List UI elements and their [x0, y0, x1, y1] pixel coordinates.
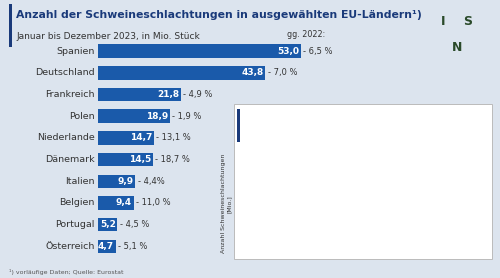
Text: 245,3: 245,3 — [313, 169, 338, 178]
Text: gg. 2022:: gg. 2022: — [288, 30, 326, 39]
Text: 236,8: 236,8 — [398, 183, 423, 193]
Bar — [98, 175, 136, 188]
Text: Österreich: Österreich — [45, 242, 94, 251]
Text: Polen: Polen — [69, 112, 94, 121]
Bar — [98, 131, 154, 145]
Text: 4,7: 4,7 — [98, 242, 114, 251]
Text: Deutschland: Deutschland — [35, 68, 94, 77]
Text: S: S — [470, 113, 476, 122]
Text: - 13,1 %: - 13,1 % — [156, 133, 191, 142]
Text: Dänemark: Dänemark — [45, 155, 94, 164]
Text: Januar bis Dezember 2023, in Mio. Stück: Januar bis Dezember 2023, in Mio. Stück — [16, 32, 200, 41]
Bar — [98, 88, 181, 101]
Text: - 4,9 %: - 4,9 % — [184, 90, 212, 99]
Text: - 4,4%: - 4,4% — [138, 177, 164, 186]
Text: - 1,9 %: - 1,9 % — [172, 112, 202, 121]
Text: I: I — [459, 113, 462, 122]
Text: 18,9: 18,9 — [146, 112, 169, 121]
Text: - 18,7 %: - 18,7 % — [156, 155, 190, 164]
Text: Italien: Italien — [65, 177, 94, 186]
Text: S: S — [464, 15, 472, 28]
Text: N: N — [464, 128, 471, 137]
Text: Spanien: Spanien — [56, 47, 94, 56]
Text: 14,7: 14,7 — [130, 133, 152, 142]
Text: Schweineschlachtungen gesamt (EU-27): Schweineschlachtungen gesamt (EU-27) — [243, 108, 438, 117]
Text: Portugal: Portugal — [55, 220, 94, 229]
Bar — [98, 66, 266, 80]
Text: 219,6: 219,6 — [440, 214, 466, 223]
Text: 53,0: 53,0 — [277, 47, 299, 56]
Bar — [98, 218, 117, 231]
Text: Belgien: Belgien — [59, 198, 94, 207]
Text: 21,8: 21,8 — [158, 90, 180, 99]
Text: 14,5: 14,5 — [130, 155, 152, 164]
Text: Anzahl Schweineschlachtungen
[Mio.]: Anzahl Schweineschlachtungen [Mio.] — [222, 154, 232, 253]
Text: 245,0: 245,0 — [271, 169, 296, 178]
Bar — [98, 240, 116, 253]
Text: - 7,0 %: - 7,0 % — [268, 68, 297, 77]
Text: Januar bis Dezember, in Mio. Stk.: Januar bis Dezember, in Mio. Stk. — [243, 125, 366, 131]
Text: - 4,5 %: - 4,5 % — [120, 220, 149, 229]
Text: 9,4: 9,4 — [116, 198, 132, 207]
Text: ¹) vorläufige Daten; Quelle: Eurostat: ¹) vorläufige Daten; Quelle: Eurostat — [9, 269, 124, 275]
Bar — [98, 110, 170, 123]
Text: N: N — [452, 41, 462, 54]
Text: Niederlande: Niederlande — [36, 133, 94, 142]
Text: 5,2: 5,2 — [100, 220, 116, 229]
Text: Anzahl der Schweineschlachtungen in ausgewählten EU-Ländern¹): Anzahl der Schweineschlachtungen in ausg… — [16, 10, 422, 20]
Text: - 6,5 %: - 6,5 % — [303, 47, 332, 56]
Text: 9,9: 9,9 — [118, 177, 134, 186]
Bar — [98, 44, 300, 58]
Text: - 5,1 %: - 5,1 % — [118, 242, 147, 251]
Text: 43,8: 43,8 — [242, 68, 264, 77]
Text: Frankreich: Frankreich — [45, 90, 94, 99]
Bar — [98, 196, 134, 210]
Text: 249,6: 249,6 — [356, 161, 380, 170]
Text: I: I — [442, 15, 446, 28]
Text: - 11,0 %: - 11,0 % — [136, 198, 170, 207]
Bar — [98, 153, 153, 166]
